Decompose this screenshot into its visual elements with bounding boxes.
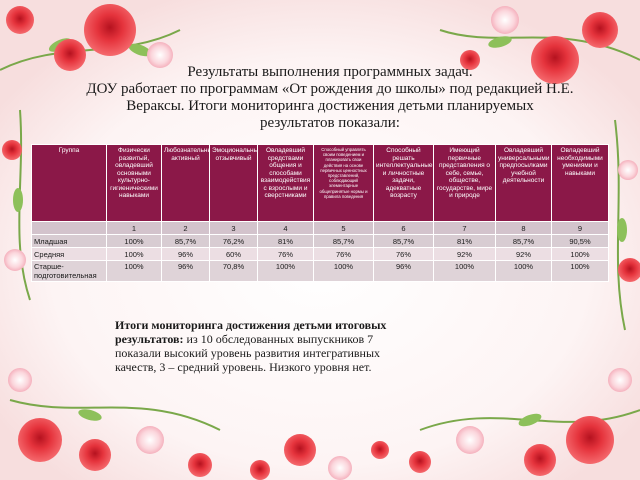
value-cell: 90,5% <box>551 234 609 248</box>
rose-bottom-left <box>8 368 212 477</box>
header-cell: Способный управлять своим поведением и п… <box>313 144 374 222</box>
summary-heading: Итоги мониторинга достижения детьми итог… <box>115 318 387 346</box>
value-cell: 92% <box>433 247 496 261</box>
value-cell: 76% <box>313 247 374 261</box>
value-cell: 70,8% <box>209 260 258 282</box>
value-cell: 100% <box>106 234 162 248</box>
number-cell: 2 <box>161 221 210 235</box>
value-cell: 96% <box>373 260 434 282</box>
value-cell: 100% <box>106 247 162 261</box>
group-cell: Младшая <box>31 234 107 248</box>
column-number-row: 1 2 3 4 5 6 7 8 9 <box>31 221 609 235</box>
table-row: Старше-подготовительная 100% 96% 70,8% 1… <box>31 260 609 282</box>
value-cell: 60% <box>209 247 258 261</box>
number-cell: 6 <box>373 221 434 235</box>
header-cell: Овладевший средствами общения и способам… <box>257 144 314 222</box>
header-cell: Группа <box>31 144 107 222</box>
header-cell: Физически развитый, овладевший основными… <box>106 144 162 222</box>
monitoring-table: Группа Физически развитый, овладевший ос… <box>31 144 609 282</box>
title-line-2: ДОУ работает по программам «От рождения … <box>86 81 574 97</box>
table-row: Младшая 100% 85,7% 76,2% 81% 85,7% 85,7%… <box>31 234 609 248</box>
header-cell: Имеющий первичные представления о себе, … <box>433 144 496 222</box>
header-cell: Овладевший универсальными предпосылками … <box>495 144 552 222</box>
value-cell: 85,7% <box>373 234 434 248</box>
value-cell: 81% <box>433 234 496 248</box>
rose-bottom-center <box>250 434 389 480</box>
number-cell: 1 <box>106 221 162 235</box>
number-cell: 5 <box>313 221 374 235</box>
value-cell: 100% <box>551 260 609 282</box>
number-cell <box>31 221 107 235</box>
header-cell: Любознательный активный <box>161 144 210 222</box>
value-cell: 100% <box>433 260 496 282</box>
value-cell: 92% <box>495 247 552 261</box>
header-cell: Эмоциональный отзывчивый <box>209 144 258 222</box>
rose-bottom-right <box>409 368 632 476</box>
value-cell: 85,7% <box>495 234 552 248</box>
value-cell: 100% <box>313 260 374 282</box>
value-cell: 76% <box>257 247 314 261</box>
value-cell: 96% <box>161 247 210 261</box>
value-cell: 76,2% <box>209 234 258 248</box>
value-cell: 76% <box>373 247 434 261</box>
header-cell: Способный решать интеллектуальные и личн… <box>373 144 434 222</box>
header-cell: Овладевший необходимыми умениями и навык… <box>551 144 609 222</box>
number-cell: 4 <box>257 221 314 235</box>
value-cell: 85,7% <box>313 234 374 248</box>
rose-top-left <box>6 4 173 71</box>
value-cell: 100% <box>495 260 552 282</box>
value-cell: 85,7% <box>161 234 210 248</box>
number-cell: 3 <box>209 221 258 235</box>
value-cell: 100% <box>257 260 314 282</box>
title-line-3: Вераксы. Итоги мониторинга достижения де… <box>126 98 534 114</box>
value-cell: 100% <box>551 247 609 261</box>
table-row: Средняя 100% 96% 60% 76% 76% 76% 92% 92%… <box>31 247 609 261</box>
results-summary: Итоги мониторинга достижения детьми итог… <box>115 318 395 374</box>
value-cell: 100% <box>106 260 162 282</box>
summary-text: из 10 обследованных выпускников 7 показа… <box>115 332 381 374</box>
title-line-1: Результаты выполнения программных задач. <box>187 64 473 80</box>
table-header-row: Группа Физически развитый, овладевший ос… <box>31 144 609 222</box>
number-cell: 8 <box>495 221 552 235</box>
rose-right-side <box>618 160 640 282</box>
rose-top-right <box>460 6 618 84</box>
rose-left-side <box>2 140 26 271</box>
title-line-4: результатов показали: <box>260 115 400 131</box>
group-cell: Старше-подготовительная <box>31 260 107 282</box>
group-cell: Средняя <box>31 247 107 261</box>
number-cell: 7 <box>433 221 496 235</box>
value-cell: 81% <box>257 234 314 248</box>
page-title: Результаты выполнения программных задач.… <box>40 64 620 132</box>
value-cell: 96% <box>161 260 210 282</box>
number-cell: 9 <box>551 221 609 235</box>
